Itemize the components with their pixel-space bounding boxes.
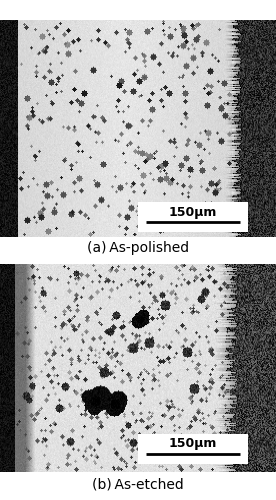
Text: 150μm: 150μm: [169, 438, 217, 450]
Bar: [138, 434, 248, 464]
Text: (b) As-etched: (b) As-etched: [92, 478, 184, 492]
Bar: [138, 202, 248, 232]
Text: (a) As-polished: (a) As-polished: [87, 242, 189, 256]
Text: 150μm: 150μm: [169, 206, 217, 218]
